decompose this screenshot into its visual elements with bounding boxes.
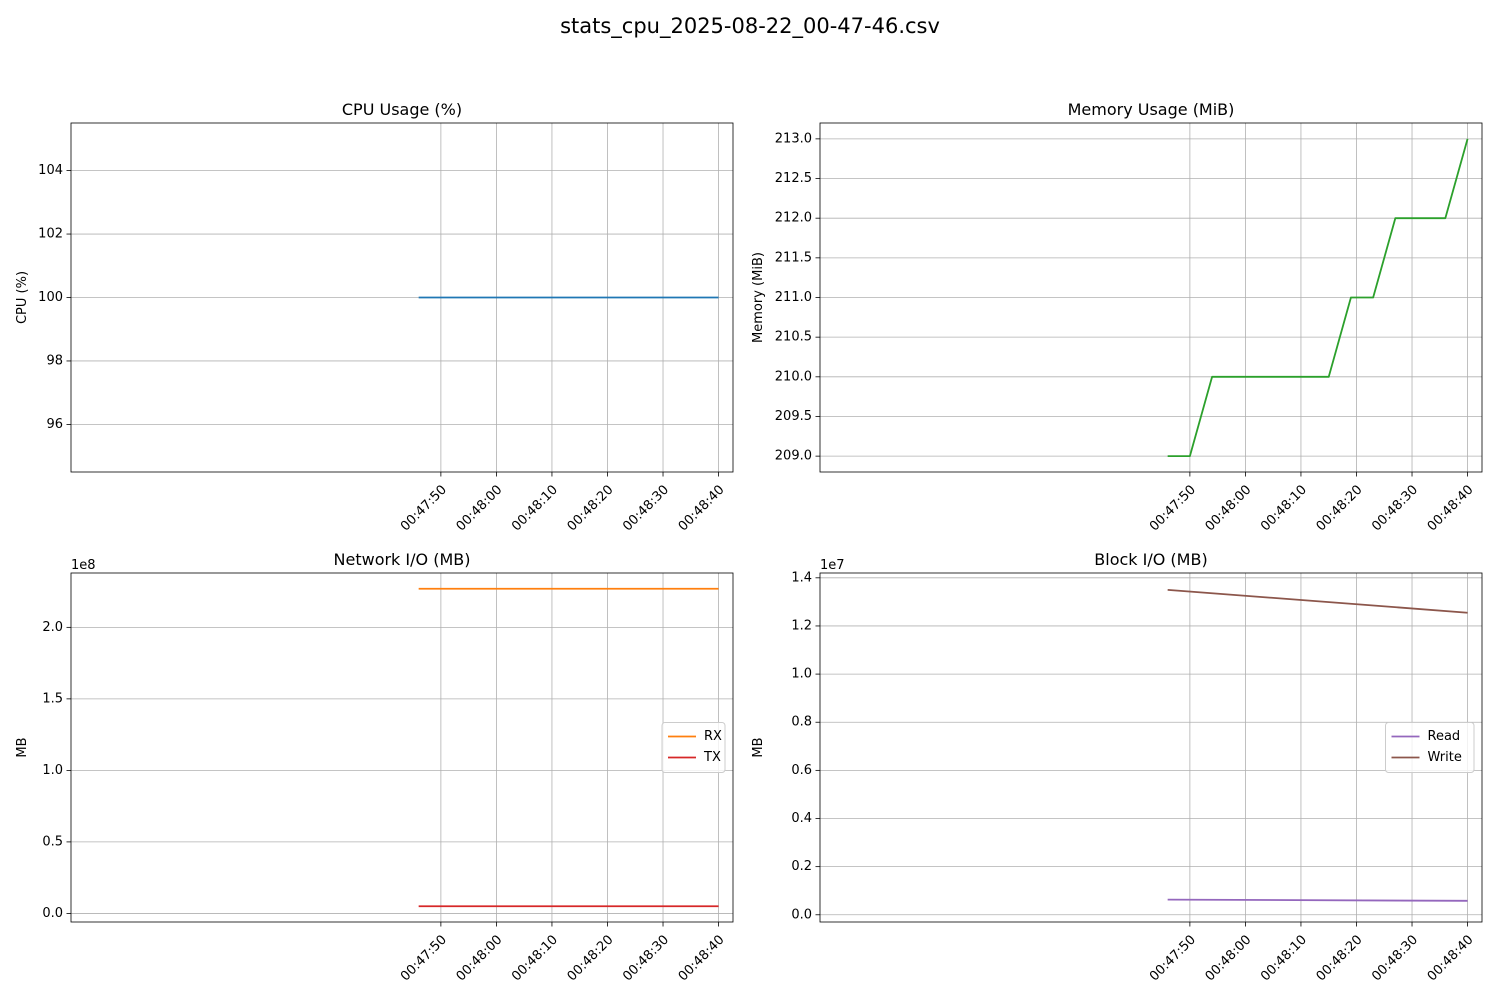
y-axis-label: MB [751, 737, 766, 757]
legend: RX TX [661, 722, 726, 773]
y-offset-label: 1e8 [71, 558, 96, 573]
y-tick-label: 1.5 [42, 691, 63, 706]
legend-label: Write [1428, 750, 1462, 765]
chart-title: CPU Usage (%) [342, 100, 462, 119]
figure-title: stats_cpu_2025-08-22_00-47-46.csv [560, 14, 940, 38]
legend-box [1385, 722, 1475, 773]
y-tick-label: 212.0 [775, 211, 812, 226]
y-tick-label: 1.4 [791, 570, 812, 585]
y-tick-label: 209.5 [775, 409, 812, 424]
x-tick-label: 00:48:40 [1425, 932, 1477, 984]
y-tick-label: 0.8 [791, 715, 812, 730]
y-axis-label: Memory (MiB) [751, 252, 766, 343]
y-tick-label: 102 [38, 227, 63, 242]
x-tick-label: 00:48:10 [1258, 482, 1310, 534]
x-tick-label: 00:48:30 [1369, 482, 1421, 534]
y-tick-label: 0.6 [791, 763, 812, 778]
y-tick-label: 2.0 [42, 620, 63, 635]
series-line [1167, 138, 1469, 458]
x-tick-label: 00:47:50 [398, 932, 450, 984]
y-tick-label: 210.0 [775, 369, 812, 384]
y-tick-label: 1.0 [791, 667, 812, 682]
x-tick-label: 00:48:40 [676, 932, 728, 984]
y-tick-label: 98 [46, 353, 63, 368]
chart-title: Memory Usage (MiB) [1068, 100, 1235, 119]
series-line-write [1167, 588, 1468, 614]
x-tick-label: 00:48:10 [509, 482, 561, 534]
y-tick-label: 0.0 [42, 906, 63, 921]
y-tick-label: 1.0 [42, 763, 63, 778]
x-tick-label: 00:48:20 [565, 932, 617, 984]
y-tick-label: 96 [46, 417, 63, 432]
legend-box [661, 722, 726, 773]
legend-label: Read [1428, 729, 1461, 744]
x-tick-label: 00:48:10 [1258, 932, 1310, 984]
chart-panel-block: 00:47:50 00:48:00 00:48:10 00:48:20 00:48:30… [751, 550, 1483, 984]
x-tick-label: 00:48:30 [620, 932, 672, 984]
y-tick-label: 211.5 [775, 250, 812, 265]
y-tick-label: 0.2 [791, 859, 812, 874]
chart-title: Network I/O (MB) [334, 550, 471, 569]
y-axis-label: CPU (%) [15, 271, 30, 324]
x-tick-label: 00:47:50 [1147, 932, 1199, 984]
y-tick-label: 213.0 [775, 131, 812, 146]
y-tick-label: 1.2 [791, 618, 812, 633]
chart-panel-cpu: 00:47:50 00:48:00 00:48:10 00:48:20 00:48:30… [15, 100, 734, 534]
legend: Read Write [1385, 722, 1475, 773]
x-tick-label: 00:48:00 [1203, 932, 1255, 984]
legend-label: TX [703, 750, 721, 765]
y-tick-label: 210.5 [775, 330, 812, 345]
y-axis-label: MB [15, 737, 30, 757]
chart-panel-network: 00:47:50 00:48:00 00:48:10 00:48:20 00:48:30… [15, 550, 734, 984]
x-tick-label: 00:48:20 [1314, 482, 1366, 534]
x-tick-label: 00:48:40 [1425, 482, 1477, 534]
x-tick-label: 00:48:10 [509, 932, 561, 984]
x-tick-label: 00:48:20 [565, 482, 617, 534]
chart-title: Block I/O (MB) [1094, 550, 1207, 569]
y-tick-label: 100 [38, 290, 63, 305]
y-tick-label: 0.4 [791, 811, 812, 826]
y-tick-label: 0.5 [42, 834, 63, 849]
x-tick-label: 00:48:00 [454, 932, 506, 984]
series-line-read [1167, 898, 1468, 902]
y-tick-label: 212.5 [775, 171, 812, 186]
axes-frame [70, 572, 734, 923]
x-tick-label: 00:48:00 [454, 482, 506, 534]
y-tick-label: 0.0 [791, 907, 812, 922]
x-tick-label: 00:48:00 [1203, 482, 1255, 534]
x-tick-label: 00:48:40 [676, 482, 728, 534]
axes-frame [70, 122, 734, 473]
y-offset-label: 1e7 [820, 558, 845, 573]
y-tick-label: 211.0 [775, 290, 812, 305]
y-tick-label: 209.0 [775, 449, 812, 464]
x-tick-label: 00:48:30 [1369, 932, 1421, 984]
x-tick-label: 00:48:20 [1314, 932, 1366, 984]
x-tick-label: 00:47:50 [1147, 482, 1199, 534]
y-tick-label: 104 [38, 163, 63, 178]
legend-label: RX [704, 729, 722, 744]
axes-frame [819, 572, 1483, 923]
x-tick-label: 00:48:30 [620, 482, 672, 534]
x-tick-label: 00:47:50 [398, 482, 450, 534]
chart-panel-memory: 00:47:50 00:48:00 00:48:10 00:48:20 00:48:30… [751, 100, 1483, 534]
axes-frame [819, 122, 1483, 473]
